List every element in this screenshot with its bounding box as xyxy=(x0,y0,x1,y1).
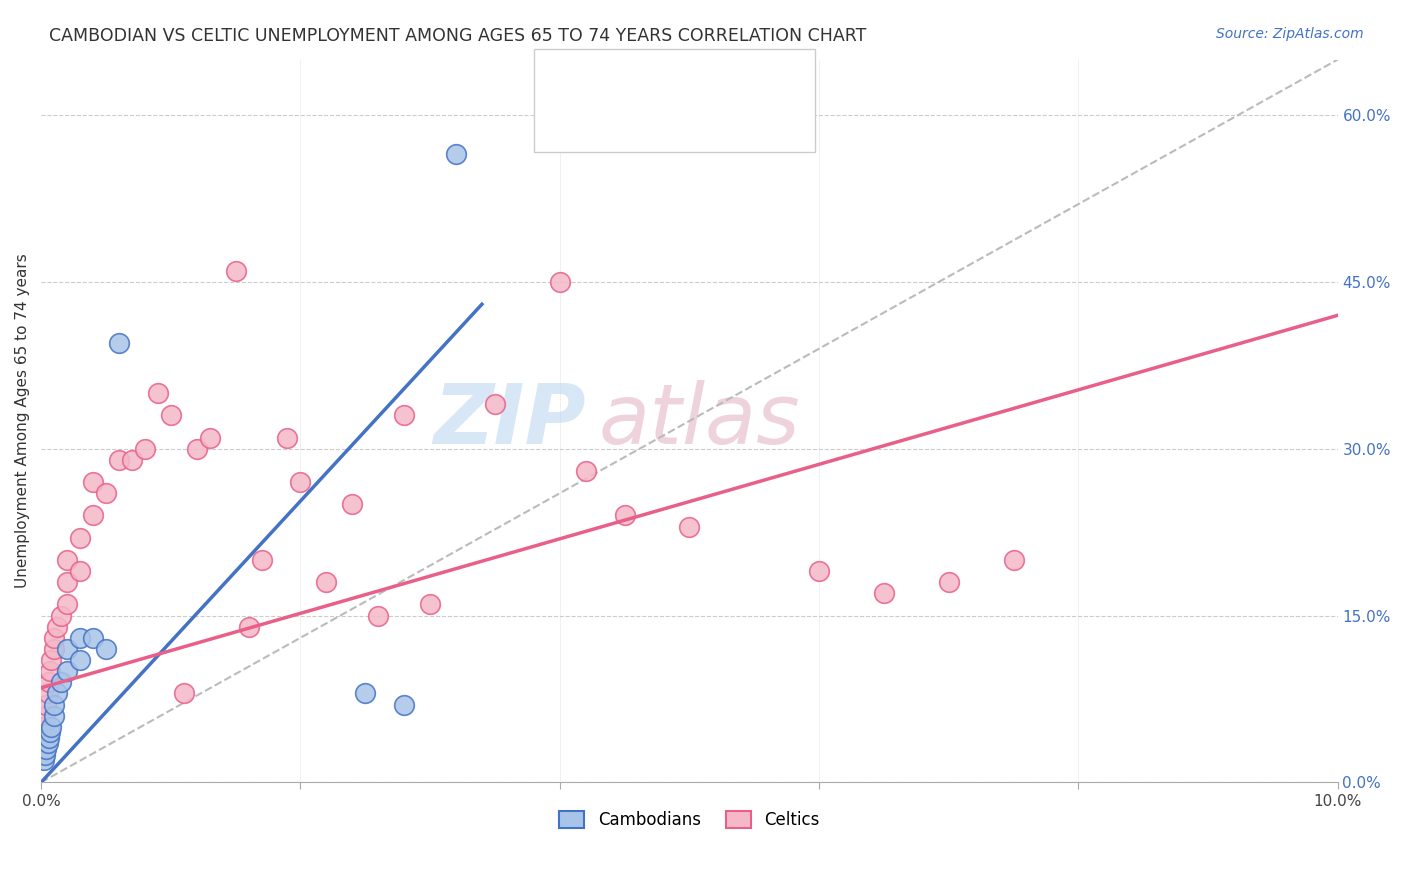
Legend: Cambodians, Celtics: Cambodians, Celtics xyxy=(553,804,827,836)
Cambodians xyxy=(108,336,131,351)
Celtics xyxy=(37,686,59,700)
Celtics xyxy=(134,442,156,456)
Celtics xyxy=(159,409,181,423)
Celtics xyxy=(56,575,79,590)
Cambodians xyxy=(94,641,117,656)
Cambodians xyxy=(56,664,79,678)
Celtics xyxy=(186,442,208,456)
Celtics xyxy=(82,475,104,490)
Celtics xyxy=(108,453,131,467)
Celtics xyxy=(56,553,79,567)
Text: ZIP: ZIP xyxy=(433,381,586,461)
Celtics xyxy=(873,586,896,600)
Cambodians xyxy=(82,631,104,645)
Cambodians xyxy=(32,753,55,767)
Y-axis label: Unemployment Among Ages 65 to 74 years: Unemployment Among Ages 65 to 74 years xyxy=(15,253,30,589)
Celtics xyxy=(276,431,298,445)
Celtics xyxy=(392,409,415,423)
Cambodians xyxy=(56,641,79,656)
Text: R = 0.566   N = 21: R = 0.566 N = 21 xyxy=(588,71,758,89)
Celtics xyxy=(82,508,104,523)
Text: atlas: atlas xyxy=(599,381,800,461)
Celtics xyxy=(484,397,506,411)
Cambodians xyxy=(34,747,56,762)
Celtics xyxy=(173,686,195,700)
Celtics xyxy=(56,598,79,612)
Cambodians xyxy=(39,725,62,739)
Celtics xyxy=(548,275,571,289)
Celtics xyxy=(938,575,960,590)
Cambodians xyxy=(42,698,65,712)
Celtics xyxy=(121,453,143,467)
Celtics xyxy=(32,720,55,734)
Celtics xyxy=(678,519,700,533)
Celtics xyxy=(49,608,72,623)
Cambodians xyxy=(69,653,91,667)
Text: Source: ZipAtlas.com: Source: ZipAtlas.com xyxy=(1216,27,1364,41)
Celtics xyxy=(342,497,364,511)
Celtics xyxy=(39,664,62,678)
Celtics xyxy=(198,431,221,445)
Celtics xyxy=(315,575,337,590)
Cambodians xyxy=(69,631,91,645)
Cambodians xyxy=(37,736,59,750)
Cambodians xyxy=(41,720,63,734)
Celtics xyxy=(69,564,91,578)
Celtics xyxy=(42,641,65,656)
Celtics xyxy=(38,675,60,690)
Celtics xyxy=(575,464,598,478)
Celtics xyxy=(34,708,56,723)
Celtics xyxy=(250,553,273,567)
Cambodians xyxy=(354,686,377,700)
Celtics xyxy=(94,486,117,500)
Celtics xyxy=(41,653,63,667)
Cambodians xyxy=(35,742,58,756)
Celtics xyxy=(613,508,636,523)
Cambodians xyxy=(392,698,415,712)
Cambodians xyxy=(49,675,72,690)
Celtics xyxy=(225,264,247,278)
Celtics xyxy=(290,475,312,490)
Celtics xyxy=(35,698,58,712)
Cambodians xyxy=(45,686,67,700)
Cambodians xyxy=(38,731,60,745)
Celtics xyxy=(42,631,65,645)
Celtics xyxy=(808,564,831,578)
Text: R = 0.420   N = 46: R = 0.420 N = 46 xyxy=(588,112,758,130)
Celtics xyxy=(238,620,260,634)
Celtics xyxy=(367,608,389,623)
Celtics xyxy=(45,620,67,634)
Text: CAMBODIAN VS CELTIC UNEMPLOYMENT AMONG AGES 65 TO 74 YEARS CORRELATION CHART: CAMBODIAN VS CELTIC UNEMPLOYMENT AMONG A… xyxy=(49,27,866,45)
Celtics xyxy=(1002,553,1025,567)
Cambodians xyxy=(42,708,65,723)
Celtics xyxy=(419,598,441,612)
Celtics xyxy=(69,531,91,545)
Celtics xyxy=(146,386,169,401)
Cambodians xyxy=(444,147,467,161)
